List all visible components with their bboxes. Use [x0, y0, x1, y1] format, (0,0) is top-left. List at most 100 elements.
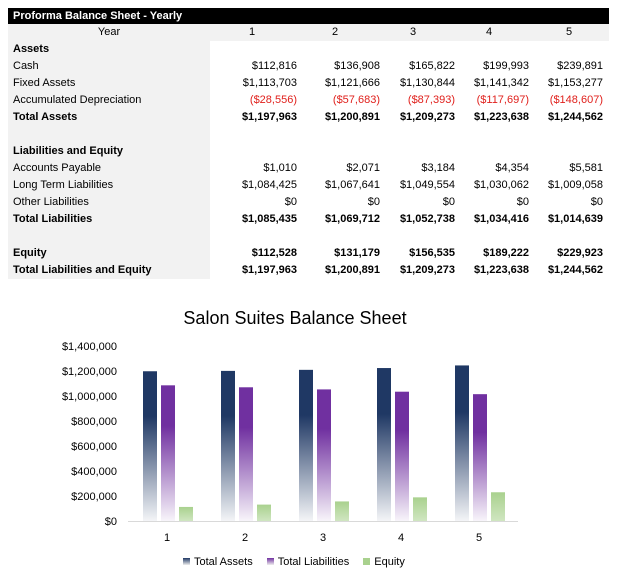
year-header: 1 [248, 26, 256, 38]
bar-total-assets [455, 365, 469, 521]
table-title: Proforma Balance Sheet - Yearly [8, 8, 609, 24]
row-label: Other Liabilities [8, 194, 210, 211]
cell-value: $1,209,273 [399, 111, 455, 123]
cell-value: $1,010 [263, 162, 297, 174]
balance-sheet-table: Proforma Balance Sheet - Yearly Year 1 2 3 4… [8, 8, 609, 279]
table-row: Accumulated Depreciation ($28,556) ($57,68… [8, 92, 609, 109]
cell-value: $112,528 [251, 247, 297, 259]
bar-total-assets [299, 369, 313, 521]
cell-value: $1,069,712 [324, 213, 380, 225]
row-label: Accounts Payable [8, 160, 210, 177]
balance-sheet-chart: Salon Suites Balance Sheet $0 $200,000 $40… [0, 300, 621, 588]
year-header: 5 [565, 26, 573, 38]
y-tick-label: $1,400,000 [62, 341, 117, 353]
table-row: Liabilities and Equity [8, 143, 609, 160]
table-row: Accounts Payable $1,010 $2,071 $3,184 $4,354… [8, 160, 609, 177]
table-row: Fixed Assets $1,113,703 $1,121,666 $1,130,8… [8, 75, 609, 92]
bar-equity [335, 501, 349, 521]
cell-value: $165,822 [409, 60, 455, 72]
chart-plot: $0 $200,000 $400,000 $600,000 $800,000 $1,000… [62, 341, 518, 544]
cell-value: $1,049,554 [399, 179, 455, 191]
row-label [8, 228, 210, 245]
legend-label: Total Assets [194, 556, 253, 568]
bar-equity [179, 506, 193, 521]
legend-item: Total Liabilities [266, 556, 350, 568]
cell-value: $1,014,639 [547, 213, 603, 225]
cell-value: $1,030,062 [473, 179, 529, 191]
year-header: 4 [485, 26, 493, 38]
cell-value: $0 [590, 196, 603, 208]
cell-value: $136,908 [334, 60, 380, 72]
cell-value: $1,197,963 [241, 264, 297, 276]
x-tick-label: 4 [398, 532, 404, 544]
cell-value: $5,581 [569, 162, 603, 174]
row-label: Equity [8, 245, 210, 262]
cell-value: $1,113,703 [242, 77, 297, 89]
cell-value: $1,200,891 [324, 264, 380, 276]
bar-total-assets [377, 368, 391, 521]
cell-value: $1,034,416 [473, 213, 529, 225]
cell-value: $229,923 [557, 247, 603, 259]
cell-value: $1,130,844 [399, 77, 455, 89]
cell-value: $156,535 [409, 247, 455, 259]
y-tick-label: $1,200,000 [62, 366, 117, 378]
x-tick-label: 5 [476, 532, 482, 544]
cell-value: ($57,683) [332, 94, 380, 106]
cell-value: $0 [284, 196, 297, 208]
cell-value: $1,244,562 [547, 111, 603, 123]
y-tick-label: $600,000 [71, 441, 117, 453]
legend-item: Total Assets [183, 556, 253, 568]
table-row: Total Liabilities and Equity $1,197,963 $1… [8, 262, 609, 279]
cell-value: ($148,607) [549, 94, 603, 106]
cell-value: $1,009,058 [547, 179, 603, 191]
row-label: Total Assets [8, 109, 210, 126]
cell-value: $0 [367, 196, 380, 208]
cell-value: $131,179 [334, 247, 380, 259]
bar-total-liabilities [317, 389, 331, 521]
legend-label: Total Liabilities [277, 556, 350, 568]
row-label: Long Term Liabilities [8, 177, 210, 194]
bar-total-liabilities [395, 391, 409, 521]
legend-swatch [266, 558, 274, 565]
cell-value: $1,197,963 [241, 111, 297, 123]
table-row: Cash $112,816 $136,908 $165,822 $199,993 $239… [8, 58, 609, 75]
bar-total-liabilities [239, 387, 253, 521]
bar-total-liabilities [161, 385, 175, 521]
chart-title: Salon Suites Balance Sheet [183, 308, 407, 328]
cell-value: $1,085,435 [241, 213, 297, 225]
x-tick-label: 1 [164, 532, 170, 544]
row-label: Total Liabilities [8, 211, 210, 228]
cell-value: $199,993 [483, 60, 529, 72]
row-label: Cash [8, 58, 210, 75]
row-label: Fixed Assets [8, 75, 210, 92]
row-label: Liabilities and Equity [8, 143, 210, 160]
cell-value: ($28,556) [249, 94, 297, 106]
x-tick-label: 2 [242, 532, 248, 544]
legend-swatch [363, 558, 371, 565]
cell-value: $0 [516, 196, 529, 208]
year-header: 3 [409, 26, 417, 38]
cell-value: $239,891 [557, 60, 603, 72]
table-row: Equity $112,528 $131,179 $156,535 $189,222 $2… [8, 245, 609, 262]
table-row: Total Assets $1,197,963 $1,200,891 $1,209,2… [8, 109, 609, 126]
bar-total-assets [143, 371, 157, 521]
bar-equity [491, 492, 505, 521]
legend-swatch [183, 558, 190, 565]
table-row: Assets [8, 41, 609, 58]
cell-value: $2,071 [346, 162, 380, 174]
cell-value: $112,816 [251, 60, 297, 72]
cell-value: $1,121,666 [324, 77, 380, 89]
table-row [8, 126, 609, 143]
cell-value: $4,354 [495, 162, 529, 174]
year-header-row: Year 1 2 3 4 5 [8, 24, 609, 41]
y-tick-label: $1,000,000 [62, 391, 117, 403]
chart-legend: Total Assets Total Liabilities Equity [183, 556, 405, 568]
y-tick-label: $400,000 [71, 466, 117, 478]
cell-value: ($87,393) [407, 94, 455, 106]
cell-value: $1,223,638 [473, 111, 529, 123]
table-row [8, 228, 609, 245]
bar-total-liabilities [473, 394, 487, 521]
year-header: 2 [331, 26, 339, 38]
bar-equity [413, 497, 427, 521]
cell-value: $0 [442, 196, 455, 208]
